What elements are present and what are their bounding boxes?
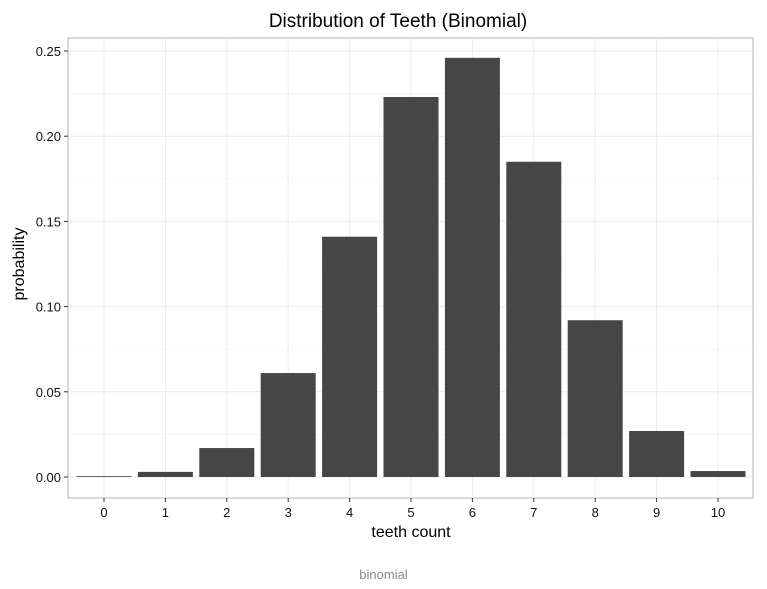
bar-0 [76,476,132,477]
x-axis-label: teeth count [371,524,451,541]
x-tick-label: 9 [653,505,660,520]
y-tick-label: 0.15 [36,214,61,229]
y-tick-label: 0.10 [36,300,61,315]
y-tick-label: 0.20 [36,129,61,144]
y-tick-label: 0.00 [36,470,61,485]
x-tick-label: 1 [162,505,169,520]
y-tick-label: 0.05 [36,385,61,400]
caption: binomial [359,567,408,582]
bar-7 [506,161,562,477]
x-tick-label: 3 [285,505,292,520]
x-tick-label: 6 [469,505,476,520]
bar-4 [322,236,378,477]
bar-2 [199,448,255,477]
bar-10 [690,471,746,477]
x-tick-label: 7 [530,505,537,520]
bar-6 [444,57,500,477]
x-tick-label: 2 [223,505,230,520]
x-tick-label: 5 [407,505,414,520]
y-tick-label: 0.25 [36,44,61,59]
bar-5 [383,97,439,478]
y-axis-label: probability [11,228,28,301]
x-tick-label: 4 [346,505,353,520]
x-tick-label: 0 [100,505,107,520]
bar-8 [567,320,623,477]
bar-9 [629,430,685,477]
bar-1 [137,471,193,477]
x-tick-label: 8 [592,505,599,520]
bar-3 [260,373,316,477]
chart-title: Distribution of Teeth (Binomial) [269,11,527,32]
x-tick-label: 10 [711,505,725,520]
